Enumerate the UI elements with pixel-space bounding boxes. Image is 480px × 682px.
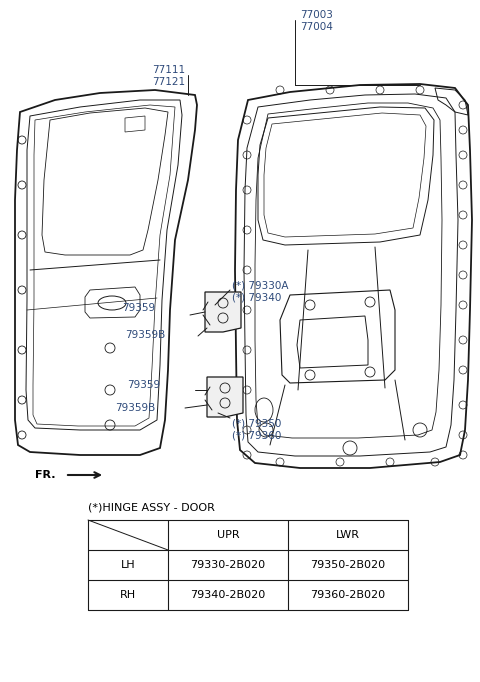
Text: (*) 79340: (*) 79340 — [232, 292, 281, 302]
Text: (*) 79360: (*) 79360 — [232, 430, 281, 440]
Text: UPR: UPR — [216, 530, 240, 540]
Text: RH: RH — [120, 590, 136, 600]
Text: 79340-2B020: 79340-2B020 — [191, 590, 265, 600]
Text: 79359B: 79359B — [115, 403, 155, 413]
Text: (*) 79350: (*) 79350 — [232, 418, 281, 428]
Text: 77111: 77111 — [152, 65, 185, 75]
Text: 79330-2B020: 79330-2B020 — [191, 560, 265, 570]
Text: 79359B: 79359B — [125, 330, 165, 340]
Text: LWR: LWR — [336, 530, 360, 540]
Text: 77003: 77003 — [300, 10, 333, 20]
Text: 77121: 77121 — [152, 77, 185, 87]
Text: (*) 79330A: (*) 79330A — [232, 280, 288, 290]
Text: 79360-2B020: 79360-2B020 — [311, 590, 385, 600]
Polygon shape — [207, 377, 243, 417]
Text: 77004: 77004 — [300, 22, 333, 32]
Text: (*)HINGE ASSY - DOOR: (*)HINGE ASSY - DOOR — [88, 502, 215, 512]
Polygon shape — [205, 292, 241, 332]
Text: 79359: 79359 — [122, 303, 155, 313]
Text: 79359: 79359 — [127, 380, 160, 390]
Text: LH: LH — [120, 560, 135, 570]
Text: FR.: FR. — [35, 470, 55, 480]
Text: 79350-2B020: 79350-2B020 — [311, 560, 385, 570]
